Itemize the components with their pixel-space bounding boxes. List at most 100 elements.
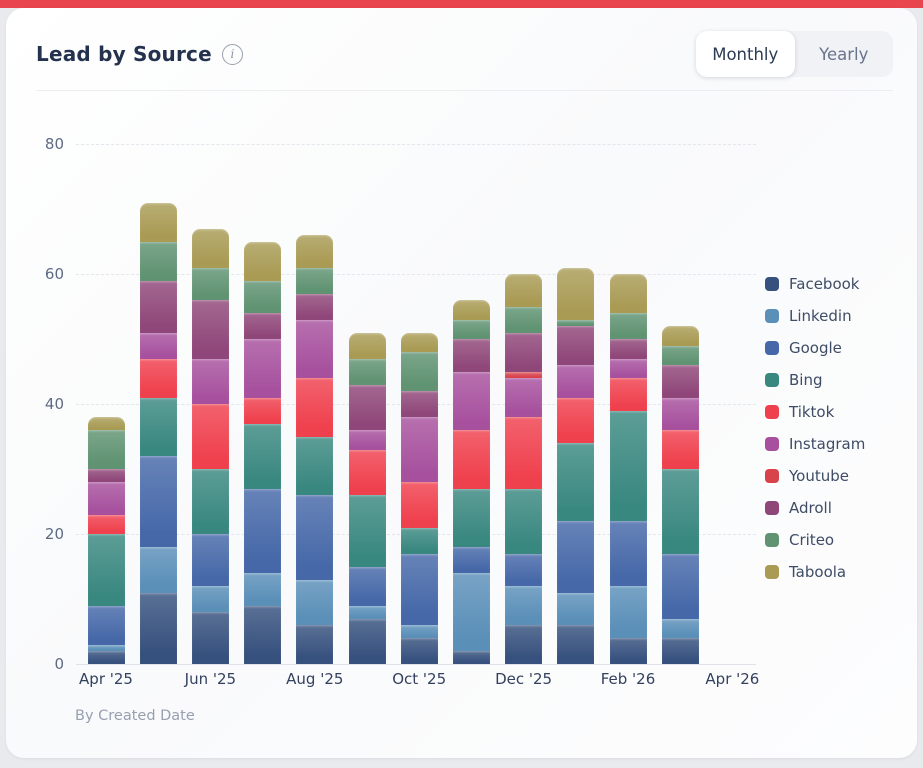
bar-segment-bing[interactable] <box>609 410 647 521</box>
bar-segment-taboola[interactable] <box>505 274 543 307</box>
bar-segment-google[interactable] <box>505 553 543 586</box>
bar-segment-bing[interactable] <box>191 469 229 534</box>
bar-segment-facebook[interactable] <box>191 612 229 664</box>
bar-segment-instagram[interactable] <box>348 430 386 450</box>
bar-segment-facebook[interactable] <box>505 625 543 664</box>
bar-segment-linkedin[interactable] <box>296 579 334 625</box>
bar-segment-criteo[interactable] <box>452 319 490 339</box>
bar-segment-tiktok[interactable] <box>557 397 595 443</box>
bar-segment-adroll[interactable] <box>505 332 543 372</box>
bar-segment-bing[interactable] <box>452 488 490 547</box>
legend-item-google[interactable]: Google <box>765 338 865 358</box>
bar-segment-linkedin[interactable] <box>505 586 543 625</box>
bar-segment-tiktok[interactable] <box>609 378 647 411</box>
bar-segment-taboola[interactable] <box>139 202 177 242</box>
tab-yearly[interactable]: Yearly <box>795 31 894 77</box>
legend-item-criteo[interactable]: Criteo <box>765 530 865 550</box>
bar-sep-25[interactable] <box>348 332 386 664</box>
bar-segment-adroll[interactable] <box>400 391 438 417</box>
bar-segment-criteo[interactable] <box>139 241 177 281</box>
bar-segment-taboola[interactable] <box>296 235 334 268</box>
bar-segment-adroll[interactable] <box>296 293 334 320</box>
bar-segment-instagram[interactable] <box>87 482 125 515</box>
bar-segment-linkedin[interactable] <box>87 644 125 651</box>
legend-item-adroll[interactable]: Adroll <box>765 498 865 518</box>
bar-segment-tiktok[interactable] <box>191 404 229 469</box>
bar-segment-taboola[interactable] <box>661 326 699 346</box>
bar-segment-taboola[interactable] <box>400 332 438 352</box>
bar-segment-adroll[interactable] <box>609 339 647 359</box>
bar-segment-tiktok[interactable] <box>244 397 282 424</box>
bar-segment-instagram[interactable] <box>609 358 647 378</box>
bar-segment-google[interactable] <box>191 534 229 586</box>
bar-segment-criteo[interactable] <box>244 280 282 313</box>
bar-segment-facebook[interactable] <box>348 618 386 664</box>
bar-segment-facebook[interactable] <box>452 651 490 664</box>
bar-segment-linkedin[interactable] <box>557 592 595 625</box>
bar-jan-26[interactable] <box>557 267 595 664</box>
legend-item-taboola[interactable]: Taboola <box>765 562 865 582</box>
bar-segment-google[interactable] <box>661 553 699 619</box>
bar-apr-25[interactable] <box>87 417 125 664</box>
bar-segment-adroll[interactable] <box>557 326 595 365</box>
info-icon[interactable]: i <box>221 43 243 65</box>
bar-segment-facebook[interactable] <box>87 651 125 664</box>
bar-segment-criteo[interactable] <box>87 430 125 469</box>
bar-segment-linkedin[interactable] <box>661 618 699 638</box>
bar-segment-criteo[interactable] <box>296 267 334 294</box>
bar-segment-instagram[interactable] <box>452 371 490 430</box>
bar-aug-25[interactable] <box>296 235 334 664</box>
legend-item-youtube[interactable]: Youtube <box>765 466 865 486</box>
legend-item-tiktok[interactable]: Tiktok <box>765 402 865 422</box>
legend-item-linkedin[interactable]: Linkedin <box>765 306 865 326</box>
bar-segment-adroll[interactable] <box>191 300 229 359</box>
bar-segment-facebook[interactable] <box>661 638 699 664</box>
bar-segment-criteo[interactable] <box>557 319 595 326</box>
bar-segment-adroll[interactable] <box>139 280 177 333</box>
bar-segment-linkedin[interactable] <box>139 547 177 593</box>
bar-segment-taboola[interactable] <box>191 228 229 268</box>
bar-segment-instagram[interactable] <box>505 378 543 417</box>
bar-segment-linkedin[interactable] <box>400 625 438 638</box>
bar-segment-google[interactable] <box>557 521 595 593</box>
bar-segment-adroll[interactable] <box>244 313 282 339</box>
bar-may-25[interactable] <box>139 202 177 664</box>
bar-segment-tiktok[interactable] <box>505 417 543 489</box>
bar-segment-bing[interactable] <box>557 443 595 521</box>
bar-segment-google[interactable] <box>452 547 490 573</box>
legend-item-facebook[interactable]: Facebook <box>765 274 865 294</box>
bar-nov-25[interactable] <box>452 300 490 664</box>
bar-segment-adroll[interactable] <box>661 365 699 398</box>
bar-segment-linkedin[interactable] <box>452 573 490 651</box>
bar-segment-adroll[interactable] <box>87 469 125 482</box>
bar-segment-criteo[interactable] <box>348 358 386 385</box>
bar-segment-criteo[interactable] <box>191 267 229 300</box>
bar-segment-google[interactable] <box>400 553 438 625</box>
bar-segment-taboola[interactable] <box>609 274 647 313</box>
bar-segment-adroll[interactable] <box>348 384 386 430</box>
bar-segment-bing[interactable] <box>244 423 282 489</box>
bar-segment-google[interactable] <box>348 566 386 606</box>
bar-segment-instagram[interactable] <box>557 365 595 398</box>
bar-jul-25[interactable] <box>244 241 282 664</box>
bar-segment-google[interactable] <box>244 488 282 573</box>
bar-segment-taboola[interactable] <box>557 267 595 320</box>
bar-segment-facebook[interactable] <box>557 625 595 664</box>
bar-segment-bing[interactable] <box>296 436 334 495</box>
bar-segment-criteo[interactable] <box>400 352 438 391</box>
bar-mar-26[interactable] <box>661 326 699 664</box>
bar-segment-bing[interactable] <box>505 488 543 554</box>
bar-segment-tiktok[interactable] <box>452 430 490 489</box>
bar-segment-google[interactable] <box>296 495 334 580</box>
bar-segment-tiktok[interactable] <box>348 449 386 495</box>
bar-segment-linkedin[interactable] <box>348 605 386 619</box>
bar-segment-google[interactable] <box>609 521 647 586</box>
bar-segment-instagram[interactable] <box>296 319 334 378</box>
bar-segment-taboola[interactable] <box>244 241 282 281</box>
bar-segment-bing[interactable] <box>139 397 177 456</box>
bar-segment-facebook[interactable] <box>139 592 177 664</box>
bar-segment-facebook[interactable] <box>244 605 282 664</box>
bar-dec-25[interactable] <box>505 274 543 664</box>
bar-segment-linkedin[interactable] <box>191 586 229 612</box>
bar-segment-bing[interactable] <box>348 495 386 567</box>
